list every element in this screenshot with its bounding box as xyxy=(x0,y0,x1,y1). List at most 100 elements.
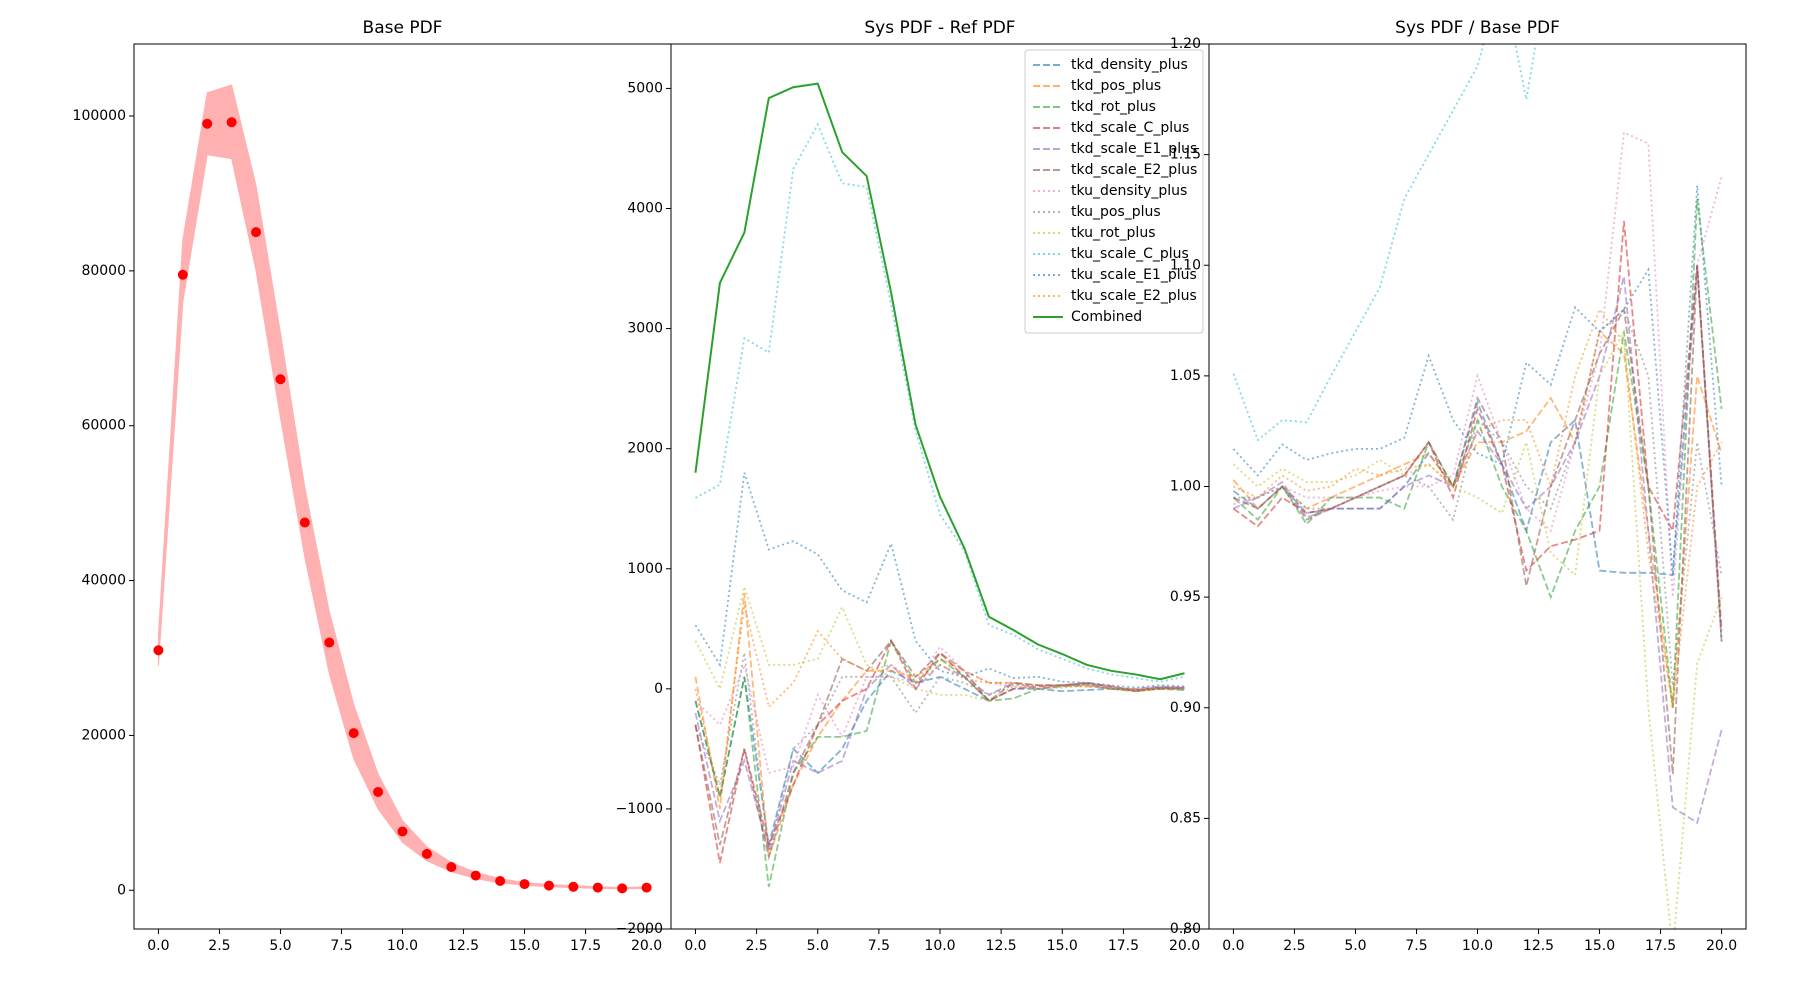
y-tick-label: 100000 xyxy=(73,108,126,124)
legend-label: tku_rot_plus xyxy=(1071,225,1156,241)
series-line xyxy=(695,122,1185,683)
chart-title: Sys PDF - Ref PDF xyxy=(864,18,1015,38)
x-tick-label: 17.5 xyxy=(1645,938,1676,954)
y-tick-label: 60000 xyxy=(81,418,126,434)
legend-label: tkd_scale_C_plus xyxy=(1071,120,1189,136)
chart-title: Base PDF xyxy=(363,18,443,38)
y-tick-label: 4000 xyxy=(627,201,663,217)
legend-label: tku_pos_plus xyxy=(1071,204,1161,220)
point xyxy=(153,645,164,656)
x-tick-label: 15.0 xyxy=(1047,938,1078,954)
point xyxy=(568,881,579,892)
point xyxy=(641,882,652,893)
x-tick-label: 0.0 xyxy=(1222,938,1244,954)
point xyxy=(275,374,286,385)
error-band xyxy=(157,84,648,890)
point xyxy=(592,882,603,893)
legend-label: Combined xyxy=(1071,309,1142,325)
x-tick-label: 5.0 xyxy=(269,938,291,954)
y-tick-label: 1.00 xyxy=(1170,479,1201,495)
y-tick-label: 0 xyxy=(117,882,126,898)
legend-label: tku_scale_E2_plus xyxy=(1071,288,1197,304)
y-tick-label: 0.95 xyxy=(1170,589,1201,605)
point xyxy=(226,117,237,128)
x-tick-label: 15.0 xyxy=(1584,938,1615,954)
legend-box xyxy=(1024,49,1204,334)
point xyxy=(519,879,530,890)
y-tick-label: 0.85 xyxy=(1170,810,1201,826)
x-tick-label: 17.5 xyxy=(570,938,601,954)
x-tick-label: 12.5 xyxy=(986,938,1017,954)
legend-label: tkd_pos_plus xyxy=(1071,78,1161,94)
plot-area xyxy=(153,84,652,894)
y-tick-label: 0.80 xyxy=(1170,921,1201,937)
series-line xyxy=(1233,131,1723,598)
y-tick-label: 80000 xyxy=(81,263,126,279)
x-tick-label: 20.0 xyxy=(1169,938,1200,954)
legend-label: tkd_rot_plus xyxy=(1071,99,1156,115)
series-line xyxy=(1232,329,1723,708)
series-line xyxy=(1233,276,1723,825)
x-tick-label: 10.0 xyxy=(387,938,418,954)
x-tick-label: 20.0 xyxy=(1706,938,1737,954)
point xyxy=(373,786,384,797)
series-line xyxy=(694,669,1185,846)
point xyxy=(348,728,359,739)
x-tick-label: 10.0 xyxy=(1462,938,1493,954)
series-line xyxy=(1232,265,1723,642)
point xyxy=(617,883,628,894)
x-tick-label: 7.5 xyxy=(868,938,890,954)
point xyxy=(251,227,262,238)
x-tick-label: 12.5 xyxy=(1523,938,1554,954)
series-line xyxy=(694,592,1185,858)
y-tick-label: 3000 xyxy=(627,321,663,337)
y-tick-label: 1.05 xyxy=(1170,368,1201,384)
legend-label: tku_density_plus xyxy=(1071,183,1187,199)
point xyxy=(470,870,481,881)
x-tick-label: 10.0 xyxy=(924,938,955,954)
axes-frame xyxy=(133,43,672,930)
series-line xyxy=(1232,328,1723,929)
series-line xyxy=(694,663,1185,855)
chart-title: Sys PDF / Base PDF xyxy=(1395,18,1560,38)
legend-label: tkd_scale_E1_plus xyxy=(1071,141,1197,157)
series-line xyxy=(1233,265,1723,775)
axes-frame xyxy=(1208,43,1747,930)
series-line xyxy=(1232,220,1723,631)
series-line xyxy=(694,583,1185,702)
point xyxy=(543,880,554,891)
plot-area xyxy=(694,82,1185,888)
y-tick-label: 1.20 xyxy=(1170,36,1201,52)
y-tick-label: −1000 xyxy=(616,801,663,817)
y-tick-label: 1.10 xyxy=(1170,257,1201,273)
y-tick-label: 0.90 xyxy=(1170,700,1201,716)
point xyxy=(397,826,408,837)
point xyxy=(446,862,457,873)
x-tick-label: 2.5 xyxy=(208,938,230,954)
legend-label: tku_scale_C_plus xyxy=(1071,246,1189,262)
legend-label: tkd_density_plus xyxy=(1071,57,1188,73)
x-tick-label: 15.0 xyxy=(509,938,540,954)
series-line xyxy=(694,639,1185,861)
x-tick-label: 2.5 xyxy=(1283,938,1305,954)
x-tick-label: 17.5 xyxy=(1108,938,1139,954)
y-tick-label: 2000 xyxy=(627,441,663,457)
x-tick-label: 5.0 xyxy=(1344,938,1366,954)
point xyxy=(177,269,188,280)
y-tick-label: 20000 xyxy=(81,727,126,743)
series-line xyxy=(1233,307,1723,708)
x-tick-label: 0.0 xyxy=(684,938,706,954)
x-tick-label: 12.5 xyxy=(448,938,479,954)
y-tick-label: 1.15 xyxy=(1170,147,1201,163)
point xyxy=(299,517,310,528)
series-line xyxy=(694,638,1185,864)
point xyxy=(421,848,432,859)
series-line xyxy=(694,472,1185,689)
series-line xyxy=(694,604,1185,798)
y-tick-label: 1000 xyxy=(627,561,663,577)
y-tick-label: 40000 xyxy=(81,573,126,589)
legend-label: tku_scale_E1_plus xyxy=(1071,267,1197,283)
point xyxy=(324,637,335,648)
y-tick-label: −2000 xyxy=(616,921,663,937)
series-line xyxy=(694,652,1185,852)
